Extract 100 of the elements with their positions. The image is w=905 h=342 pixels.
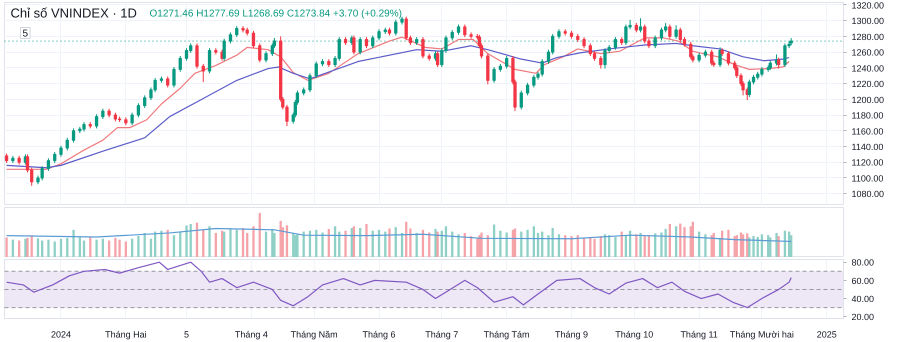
bar — [712, 232, 715, 257]
bar — [589, 236, 592, 257]
candlestick — [776, 57, 780, 70]
bar — [315, 230, 318, 257]
candlestick — [208, 48, 212, 74]
candlestick — [59, 145, 63, 158]
candlestick — [588, 42, 592, 57]
candlestick — [66, 137, 69, 151]
bar — [271, 228, 274, 257]
bar — [154, 232, 156, 257]
candlestick — [710, 49, 714, 66]
candlestick — [40, 166, 44, 181]
candlestick — [195, 42, 199, 70]
bar — [654, 233, 656, 257]
x-tick-label: Tháng 6 — [362, 330, 396, 340]
x-tick-label: Tháng Hai — [105, 330, 147, 340]
bar — [476, 238, 479, 257]
bar — [102, 238, 104, 257]
bar — [436, 232, 439, 257]
bar — [328, 228, 330, 257]
candlestick — [136, 102, 140, 118]
bar — [748, 237, 750, 257]
bar — [124, 241, 127, 257]
bar — [644, 236, 646, 257]
candlestick — [184, 48, 188, 62]
y-tick-label: 1220.00 — [852, 79, 884, 90]
bar — [520, 232, 522, 257]
x-tick-label: Tháng 7 — [425, 330, 458, 340]
bar — [692, 222, 694, 257]
y-tick-label: 80.00 — [852, 258, 874, 268]
bar — [12, 240, 14, 257]
candlestick — [599, 56, 602, 70]
y-tick-label: 1260.00 — [852, 48, 884, 58]
x-tick-label: Tháng 4 — [234, 330, 268, 340]
y-tick-label: 1180.00 — [852, 110, 884, 121]
bar — [384, 232, 386, 257]
y-tick-label: 1320.00 — [852, 0, 884, 10]
bar — [166, 230, 169, 257]
bar — [721, 230, 724, 257]
bar — [246, 232, 248, 257]
candlestick — [456, 24, 460, 36]
x-tick-label: Tháng Tám — [484, 330, 530, 340]
bar — [350, 228, 353, 257]
bar — [302, 232, 305, 257]
candlestick — [504, 56, 508, 70]
y-tick-label: 60.00 — [852, 276, 874, 286]
candlestick — [526, 82, 530, 96]
candlestick — [603, 48, 607, 70]
bar — [416, 232, 418, 257]
x-tick-label: Tháng 10 — [615, 330, 654, 340]
bar — [66, 238, 68, 257]
bar — [790, 235, 792, 257]
candlestick — [638, 18, 642, 33]
candlestick — [166, 76, 170, 88]
bar — [600, 236, 602, 257]
bar — [338, 232, 340, 257]
candlestick — [314, 61, 318, 79]
bar — [54, 241, 56, 257]
candlestick — [760, 66, 764, 77]
candlestick — [130, 112, 134, 126]
y-tick-label: 1300.00 — [852, 16, 884, 26]
candlestick — [436, 50, 440, 68]
x-tick-label: Tháng Mười hai — [730, 330, 794, 340]
bar — [89, 236, 92, 257]
candlestick — [697, 52, 701, 63]
bar — [664, 228, 667, 257]
bar — [18, 240, 20, 257]
chart-title: Chỉ số VNINDEX · 1D — [10, 6, 137, 20]
y-tick-label: 40.00 — [852, 294, 874, 304]
y-tick-label: 1200.00 — [852, 94, 884, 105]
candlestick — [82, 122, 86, 132]
candlestick — [643, 24, 646, 44]
y-tick-label: 20.00 — [852, 312, 874, 322]
bar — [620, 232, 623, 257]
candlestick — [143, 94, 146, 108]
candlestick — [532, 74, 536, 88]
candlestick — [668, 24, 672, 40]
bar — [486, 235, 489, 257]
bar — [505, 232, 508, 257]
candlestick — [264, 50, 268, 63]
candlestick — [377, 28, 381, 41]
candlestick — [540, 58, 544, 77]
x-tick-label: 5 — [184, 330, 190, 340]
candlestick — [101, 108, 104, 120]
candlestick — [394, 19, 398, 36]
bar — [202, 230, 204, 257]
bar — [679, 224, 682, 257]
bar — [130, 238, 134, 257]
bar — [499, 230, 502, 257]
x-tick-label: Tháng 9 — [554, 330, 588, 340]
y-tick-label: 1160.00 — [852, 126, 884, 136]
bar — [777, 236, 780, 257]
bar — [532, 226, 535, 257]
bar — [144, 232, 146, 257]
candlestick — [252, 30, 256, 49]
candlestick — [726, 50, 730, 66]
candlestick — [450, 30, 454, 41]
bar — [464, 232, 466, 257]
candlestick — [492, 66, 496, 84]
bar — [698, 232, 700, 257]
